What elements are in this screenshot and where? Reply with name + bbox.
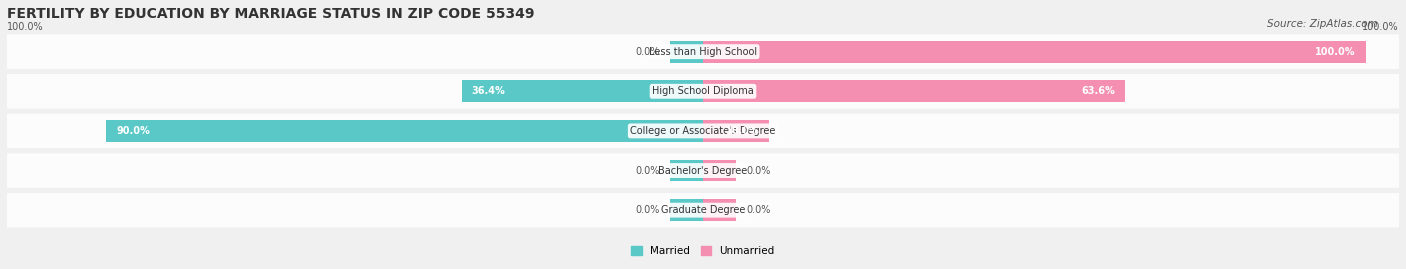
Bar — [703, 41, 1365, 63]
Text: 0.0%: 0.0% — [747, 165, 770, 176]
Text: 0.0%: 0.0% — [636, 165, 659, 176]
Text: 0.0%: 0.0% — [747, 205, 770, 215]
Bar — [107, 120, 703, 142]
Text: College or Associate's Degree: College or Associate's Degree — [630, 126, 776, 136]
Text: 36.4%: 36.4% — [471, 86, 505, 96]
Bar — [703, 160, 737, 181]
Legend: Married, Unmarried: Married, Unmarried — [627, 242, 779, 260]
Bar — [669, 199, 703, 221]
Text: 10.0%: 10.0% — [725, 126, 759, 136]
Text: High School Diploma: High School Diploma — [652, 86, 754, 96]
FancyBboxPatch shape — [7, 34, 1399, 69]
Text: 100.0%: 100.0% — [1316, 47, 1355, 57]
Text: 90.0%: 90.0% — [117, 126, 150, 136]
Text: 0.0%: 0.0% — [636, 205, 659, 215]
Text: 63.6%: 63.6% — [1081, 86, 1115, 96]
Text: Less than High School: Less than High School — [650, 47, 756, 57]
Bar — [703, 120, 769, 142]
Text: Bachelor's Degree: Bachelor's Degree — [658, 165, 748, 176]
Bar — [703, 199, 737, 221]
FancyBboxPatch shape — [7, 114, 1399, 148]
Text: FERTILITY BY EDUCATION BY MARRIAGE STATUS IN ZIP CODE 55349: FERTILITY BY EDUCATION BY MARRIAGE STATU… — [7, 7, 534, 21]
Text: Graduate Degree: Graduate Degree — [661, 205, 745, 215]
FancyBboxPatch shape — [7, 193, 1399, 227]
Bar — [669, 41, 703, 63]
Text: 100.0%: 100.0% — [1362, 22, 1399, 32]
Text: Source: ZipAtlas.com: Source: ZipAtlas.com — [1267, 19, 1378, 29]
Bar — [461, 80, 703, 102]
FancyBboxPatch shape — [7, 153, 1399, 188]
Text: 0.0%: 0.0% — [636, 47, 659, 57]
Bar — [703, 80, 1125, 102]
Bar — [669, 160, 703, 181]
Text: 100.0%: 100.0% — [7, 22, 44, 32]
FancyBboxPatch shape — [7, 74, 1399, 108]
